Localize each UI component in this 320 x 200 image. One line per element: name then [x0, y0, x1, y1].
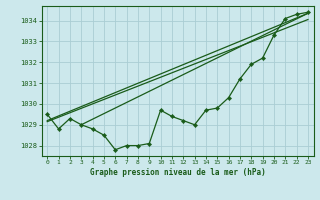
- X-axis label: Graphe pression niveau de la mer (hPa): Graphe pression niveau de la mer (hPa): [90, 168, 266, 177]
